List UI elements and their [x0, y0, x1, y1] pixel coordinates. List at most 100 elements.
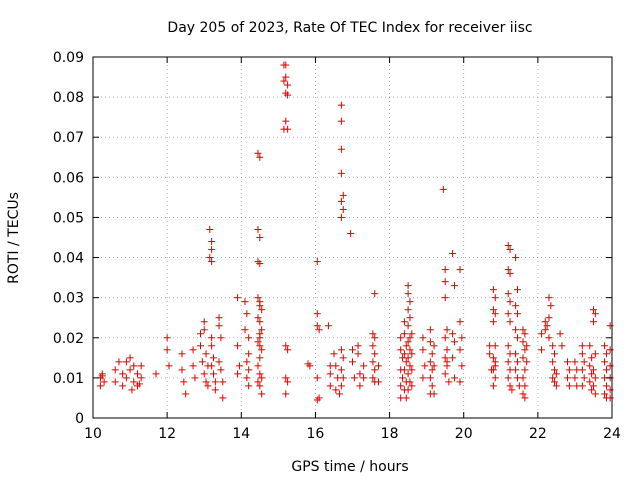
data-point — [571, 374, 579, 382]
data-point — [489, 306, 497, 314]
data-point — [313, 322, 321, 330]
chart-title: Day 205 of 2023, Rate Of TEC Index for r… — [167, 20, 532, 36]
y-tick-label: 0.05 — [53, 210, 84, 226]
data-point — [428, 382, 436, 390]
data-point — [545, 334, 553, 342]
data-point — [580, 374, 588, 382]
data-point — [326, 370, 334, 378]
data-point — [404, 338, 412, 346]
data-point — [406, 334, 414, 342]
data-point — [315, 326, 323, 334]
data-point — [591, 390, 599, 398]
data-point — [400, 366, 408, 374]
data-point — [126, 354, 134, 362]
data-point — [399, 374, 407, 382]
data-point — [211, 386, 219, 394]
data-point — [96, 382, 104, 390]
data-point — [404, 386, 412, 394]
data-point — [258, 374, 266, 382]
data-point — [234, 370, 242, 378]
data-point — [513, 310, 521, 318]
data-point — [450, 282, 458, 290]
data-point — [397, 346, 405, 354]
data-point — [122, 374, 130, 382]
data-point — [215, 322, 223, 330]
data-point — [360, 362, 368, 370]
data-point — [241, 326, 249, 334]
data-point — [282, 73, 290, 81]
data-point — [337, 366, 345, 374]
data-point — [354, 342, 362, 350]
x-tick-labels: 10 12 14 16 18 20 22 24 — [84, 426, 621, 442]
y-tick-label: 0.01 — [53, 371, 84, 387]
data-point — [371, 290, 379, 298]
data-point — [551, 366, 559, 374]
data-point — [254, 378, 262, 386]
data-point — [439, 185, 447, 193]
data-point — [245, 350, 253, 358]
data-point — [506, 298, 514, 306]
data-point — [98, 372, 106, 380]
data-point — [256, 234, 264, 241]
data-point — [313, 310, 321, 318]
data-point — [456, 378, 464, 386]
data-point — [337, 169, 345, 177]
data-point — [215, 314, 223, 322]
data-point — [449, 354, 457, 362]
data-point — [336, 390, 344, 398]
data-point — [549, 358, 557, 366]
data-point — [356, 370, 364, 378]
data-point — [282, 390, 290, 398]
data-point — [152, 370, 160, 378]
data-point — [430, 362, 438, 370]
data-point — [521, 382, 529, 390]
data-point — [245, 334, 253, 342]
data-point — [215, 358, 223, 366]
data-point — [441, 370, 449, 378]
data-point — [586, 362, 594, 370]
data-point — [504, 342, 512, 350]
y-tick-label: 0.02 — [53, 331, 84, 347]
data-point — [489, 286, 497, 294]
data-point — [404, 354, 412, 362]
data-point — [133, 370, 141, 378]
data-point — [504, 242, 512, 250]
data-point — [243, 358, 251, 366]
data-point — [489, 354, 497, 362]
data-point — [374, 378, 382, 386]
data-point — [243, 310, 251, 318]
data-point — [519, 390, 527, 398]
plot-frame — [92, 56, 613, 419]
data-point — [519, 374, 527, 382]
y-tick-labels: 0 0.01 0.02 0.03 0.04 0.05 0.06 0.07 0.08 0.09 — [53, 50, 84, 427]
data-point — [606, 362, 614, 370]
data-point — [206, 225, 214, 233]
data-point — [549, 342, 557, 350]
data-point — [458, 362, 466, 370]
data-point — [565, 382, 573, 390]
data-point — [200, 326, 208, 334]
data-point — [208, 362, 216, 370]
data-point — [426, 374, 434, 382]
data-point — [545, 314, 553, 322]
data-point — [506, 318, 514, 326]
data-point — [402, 342, 410, 350]
data-point — [211, 378, 219, 386]
data-point — [198, 358, 206, 366]
data-point — [489, 318, 497, 326]
data-point — [491, 342, 499, 350]
x-tick-label: 22 — [529, 426, 547, 442]
data-point — [589, 318, 597, 326]
data-point — [243, 374, 251, 382]
data-point — [209, 370, 217, 378]
data-point — [347, 229, 355, 237]
data-point — [552, 382, 560, 390]
data-point — [332, 386, 340, 394]
data-point — [330, 350, 338, 358]
data-point — [354, 350, 362, 358]
data-point — [256, 342, 264, 350]
data-point — [426, 326, 434, 334]
data-point — [197, 330, 205, 338]
x-tick-label: 12 — [158, 426, 176, 442]
data-point — [404, 282, 412, 290]
